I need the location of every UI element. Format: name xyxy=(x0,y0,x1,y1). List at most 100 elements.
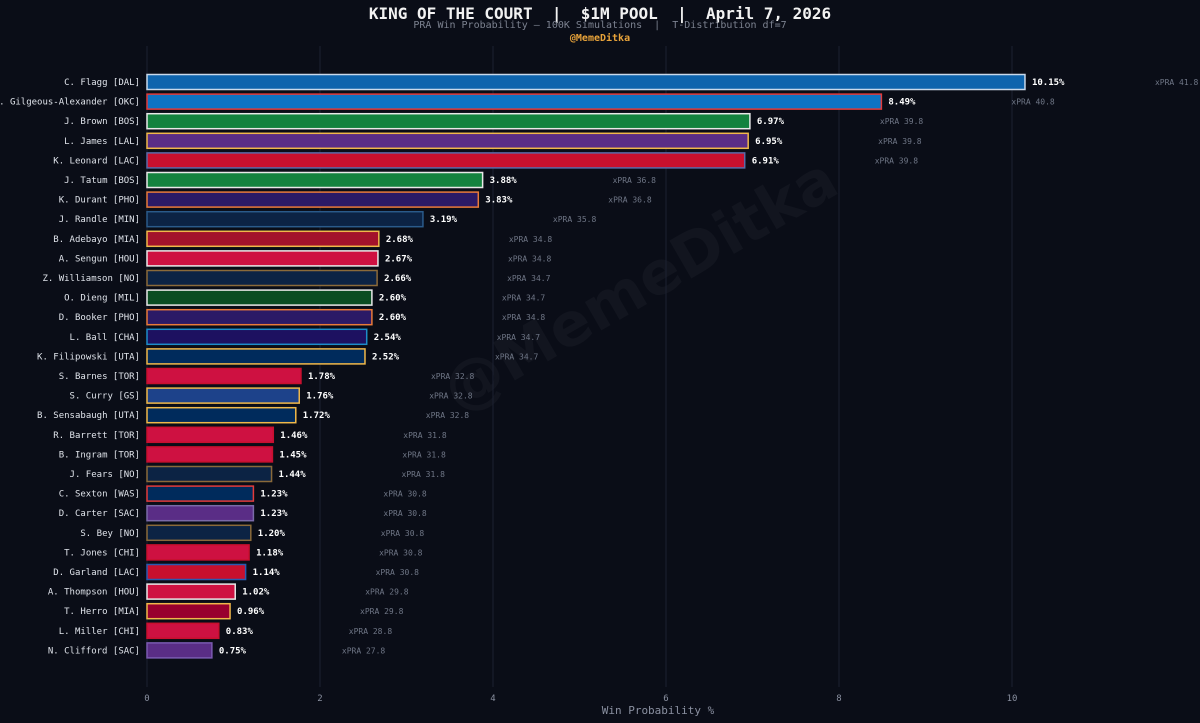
y-tick-label: R. Barrett [TOR] xyxy=(53,431,140,441)
xpra-label: xPRA 36.8 xyxy=(613,176,657,185)
xpra-label: xPRA 34.8 xyxy=(502,313,546,322)
xpra-label: xPRA 30.8 xyxy=(381,529,425,538)
xpra-label: xPRA 40.8 xyxy=(1011,98,1055,107)
y-tick-label: S. Barnes [TOR] xyxy=(59,372,140,382)
xpra-label: xPRA 30.8 xyxy=(379,548,423,557)
bar xyxy=(146,387,300,404)
x-axis: 0 2 4 6 8 10 Win Probability % xyxy=(144,694,1017,717)
x-tick-label: 4 xyxy=(490,694,495,704)
y-tick-label: K. Durant [PHO] xyxy=(59,196,140,206)
xpra-label: xPRA 30.8 xyxy=(383,490,427,499)
value-label: 10.15% xyxy=(1032,78,1065,88)
y-tick-label: D. Carter [SAC] xyxy=(59,509,140,519)
bar xyxy=(146,152,746,169)
xpra-label: xPRA 32.8 xyxy=(426,411,470,420)
value-label: 2.60% xyxy=(379,294,407,304)
y-tick-label: K. Leonard [LAC] xyxy=(53,156,140,166)
value-label: 2.54% xyxy=(374,333,402,343)
y-tick-label: S. Curry [GS] xyxy=(70,392,140,402)
value-label: 6.91% xyxy=(752,156,780,166)
value-label: 0.83% xyxy=(226,627,254,637)
bar xyxy=(146,250,379,267)
chart-subtitle: PRA Win Probability — 100K Simulations |… xyxy=(413,20,787,31)
y-tick-label: Z. Williamson [NO] xyxy=(42,274,140,284)
value-label: 0.96% xyxy=(237,607,265,617)
x-tick-label: 0 xyxy=(144,694,149,704)
xpra-label: xPRA 34.7 xyxy=(497,333,541,342)
bar xyxy=(146,563,247,581)
value-label: 1.18% xyxy=(256,548,284,558)
bar xyxy=(146,112,751,130)
bars xyxy=(146,73,1026,659)
bar xyxy=(146,308,373,326)
y-tick-label: D. Booker [PHO] xyxy=(59,313,140,323)
xpra-label: xPRA 31.8 xyxy=(402,470,446,479)
xpra-label: xPRA 34.7 xyxy=(507,274,551,283)
bar xyxy=(146,406,297,424)
xpra-label: xPRA 39.8 xyxy=(878,137,922,146)
bar xyxy=(146,269,378,287)
value-label: 3.19% xyxy=(430,215,458,225)
y-tick-label: O. Dieng [MIL] xyxy=(64,294,140,304)
xpra-label: xPRA 28.8 xyxy=(349,627,393,636)
value-label: 1.23% xyxy=(260,490,288,500)
xpra-label: xPRA 34.7 xyxy=(495,352,539,361)
value-label: 3.88% xyxy=(490,176,518,186)
bar xyxy=(146,73,1026,91)
value-label: 1.76% xyxy=(306,392,334,402)
y-tick-label: A. Sengun [HOU] xyxy=(59,254,140,264)
xpra-label: xPRA 31.8 xyxy=(402,450,446,459)
value-label: 2.60% xyxy=(379,313,407,323)
xpra-label: xPRA 39.8 xyxy=(880,117,924,126)
value-label: 6.97% xyxy=(757,117,785,127)
x-tick-label: 2 xyxy=(317,694,322,704)
xpra-label: xPRA 34.7 xyxy=(502,294,546,303)
value-label: 2.68% xyxy=(386,235,414,245)
bar xyxy=(146,642,213,659)
xpra-label: xPRA 32.8 xyxy=(429,392,473,401)
bar xyxy=(146,426,275,444)
y-tick-label: S. Bey [NO] xyxy=(80,529,140,539)
bar xyxy=(146,544,250,561)
value-label: 1.20% xyxy=(258,529,286,539)
value-label: 1.45% xyxy=(279,450,307,460)
value-label: 2.52% xyxy=(372,352,400,362)
bar xyxy=(146,485,255,502)
y-tick-label: S. Gilgeous-Alexander [OKC] xyxy=(0,98,140,108)
xpra-label: xPRA 29.8 xyxy=(360,607,404,616)
value-label: 3.83% xyxy=(485,196,513,206)
bar xyxy=(146,622,220,640)
bar xyxy=(146,210,424,228)
xpra-label: xPRA 30.8 xyxy=(383,509,427,518)
y-tick-label: K. Filipowski [UTA] xyxy=(37,352,140,362)
y-tick-label: C. Sexton [WAS] xyxy=(59,490,140,500)
bar xyxy=(146,465,273,483)
y-tick-label: L. Miller [CHI] xyxy=(59,627,140,637)
xpra-label: xPRA 34.8 xyxy=(508,254,552,263)
bar xyxy=(146,191,480,208)
xpra-label: xPRA 36.8 xyxy=(608,196,652,205)
xpra-label: xPRA 27.8 xyxy=(342,646,386,655)
value-label: 6.95% xyxy=(755,137,783,147)
bar xyxy=(146,504,255,522)
bar xyxy=(146,602,231,620)
y-tick-label: L. James [LAL] xyxy=(64,137,140,147)
xpra-label: xPRA 29.8 xyxy=(365,588,409,597)
y-tick-label: J. Brown [BOS] xyxy=(64,117,140,127)
bar xyxy=(146,367,302,385)
y-tick-label: B. Ingram [TOR] xyxy=(59,450,140,460)
y-tick-label: N. Clifford [SAC] xyxy=(48,646,140,656)
bar xyxy=(146,93,883,110)
bar xyxy=(146,524,252,542)
xpra-label: xPRA 31.8 xyxy=(403,431,447,440)
value-label: 1.44% xyxy=(279,470,307,480)
labels: C. Flagg [DAL] 10.15% xPRA 41.8 S. Gilgeous… xyxy=(0,78,1199,656)
xpra-label: xPRA 30.8 xyxy=(376,568,420,577)
value-label: 2.67% xyxy=(385,254,413,264)
x-tick-label: 8 xyxy=(836,694,841,704)
xpra-label: xPRA 35.8 xyxy=(553,215,597,224)
chart-title: KING OF THE COURT | $1M POOL | April 7, … xyxy=(368,4,832,23)
value-label: 1.46% xyxy=(280,431,308,441)
value-label: 1.02% xyxy=(242,588,270,598)
